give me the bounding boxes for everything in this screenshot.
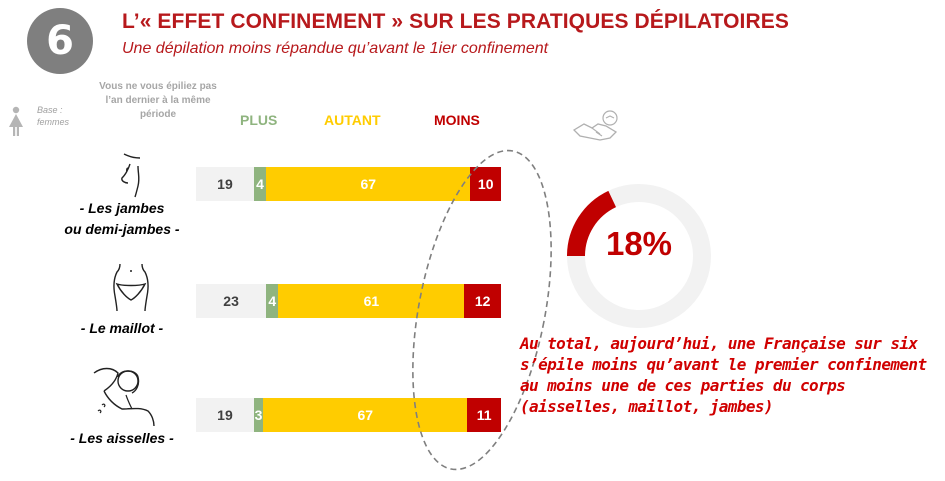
- legs-icon: [121, 153, 141, 198]
- segment-moins: 12: [464, 284, 501, 318]
- column-header-plus: PLUS: [240, 112, 278, 128]
- bar-row-bikini: 23 4 61 12: [196, 284, 501, 318]
- conclusion-line-4: (aisselles, maillot, jambes): [520, 397, 774, 416]
- row-label-bikini: - Le maillot -: [32, 318, 212, 339]
- column-header-autant: AUTANT: [324, 112, 381, 128]
- donut-chart: [567, 184, 711, 328]
- bar-row-legs: 19 4 67 10: [196, 167, 501, 201]
- column-header-none: Vous ne vous épiliez pas l’an dernier à …: [99, 81, 217, 120]
- row-label-bikini-line1: - Le maillot -: [80, 320, 164, 336]
- page-title: L’« EFFET CONFINEMENT » SUR LES PRATIQUE…: [122, 10, 789, 33]
- bar-row-armpit: 19 3 67 11: [196, 398, 501, 432]
- column-header-moins: MOINS: [434, 112, 480, 128]
- row-label-legs-line1: - Les jambes: [79, 200, 165, 216]
- bikini-area-icon: [113, 263, 149, 312]
- segment-autant: 67: [263, 398, 468, 432]
- woman-figure-icon: [9, 106, 23, 136]
- handshake-icon: [572, 110, 618, 141]
- row-label-legs: - Les jambes ou demi-jambes -: [32, 198, 212, 240]
- row-label-armpit: - Les aisselles -: [32, 428, 212, 449]
- conclusion-line-3: au moins une de ces parties du corps: [520, 376, 846, 395]
- segment-none: 19: [196, 398, 254, 432]
- segment-none: 23: [196, 284, 267, 318]
- row-label-legs-line2: ou demi-jambes -: [64, 221, 180, 237]
- segment-autant: 67: [266, 167, 471, 201]
- conclusion-line-1: Au total, aujourd’hui, une Française sur…: [520, 334, 918, 353]
- base-label: Base : femmes: [37, 105, 70, 127]
- donut-value-arc: [567, 190, 617, 257]
- armpit-icon: [93, 367, 155, 427]
- segment-moins: 10: [470, 167, 501, 201]
- conclusion-line-2: s’épile moins qu’avant le premier confin…: [520, 355, 927, 374]
- segment-none: 19: [196, 167, 254, 201]
- conclusion-text: Au total, aujourd’hui, une Française sur…: [520, 333, 940, 417]
- donut-value-label: 18%: [605, 225, 673, 262]
- section-number-badge: 6: [27, 8, 93, 74]
- row-label-armpit-line1: - Les aisselles -: [70, 430, 174, 446]
- segment-plus: 4: [253, 167, 267, 201]
- segment-plus: 4: [266, 284, 279, 318]
- page-subtitle: Une dépilation moins répandue qu’avant l…: [122, 40, 549, 57]
- segment-moins: 11: [467, 398, 501, 432]
- segment-plus: 3: [253, 398, 264, 432]
- segment-autant: 61: [278, 284, 465, 318]
